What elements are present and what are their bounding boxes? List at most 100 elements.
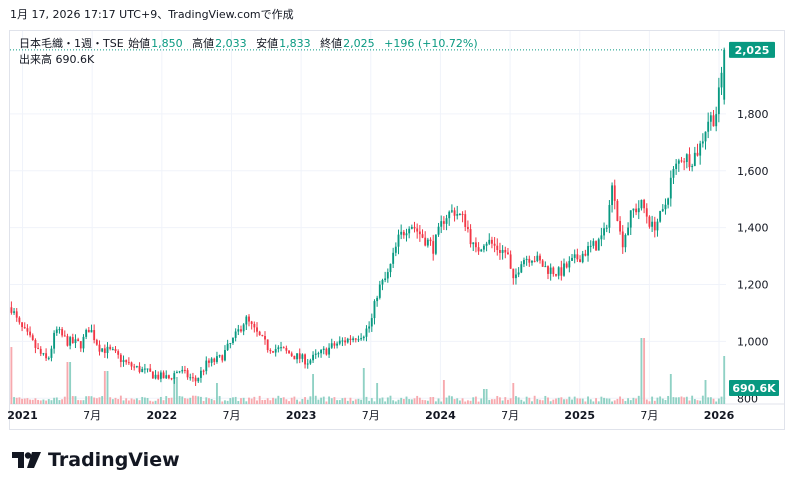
candle-body [79,341,82,349]
candle-body [87,329,90,333]
candle-body [362,336,365,339]
volume-bar [474,396,477,404]
volume-bar [384,401,387,404]
volume-bar [549,401,552,404]
candle-body [493,243,496,246]
volume-bar [485,389,488,404]
volume-bar [309,396,312,404]
candle-body [531,260,533,263]
volume-bar [138,400,141,404]
candle-body [637,208,640,213]
candle-body [250,321,253,324]
volume-bar [677,397,680,404]
candle-body [707,121,710,132]
candle-body [320,349,323,354]
x-tick-label: 2026 [704,409,735,422]
candle-body [151,371,154,379]
candle-body [421,234,424,238]
volume-bar [250,398,253,404]
volume-bar [125,398,128,404]
candle-body [189,377,192,379]
candle-body [523,259,525,265]
volume-bar [445,397,448,404]
candle-body [378,284,381,298]
candle-body [165,375,168,379]
candle-body [221,355,224,361]
candle-body [456,214,459,216]
volume-bar [269,400,272,404]
volume-bar [699,400,702,404]
candle-body [368,326,371,329]
candle-body [141,368,144,372]
volume-bar [386,397,389,404]
candle-body [226,343,229,351]
candle-body [704,131,707,142]
candle-body [426,239,429,246]
candle-body [269,350,272,352]
volume-bar [645,399,648,404]
candle-body [234,331,237,338]
volume-bar [472,397,475,404]
volume-badge-label: 690.6K [732,382,776,395]
candle-body [42,353,45,355]
candle-body [197,377,200,382]
volume-bar [197,396,200,404]
candle-body [55,329,58,333]
volume-bar [536,399,539,404]
candle-body [539,255,541,261]
candle-body [683,161,686,163]
volume-bar [191,395,194,404]
volume-bar [119,395,122,404]
volume-bar [146,397,149,404]
candle-body [608,205,611,228]
candle-body [437,226,440,235]
candle-body [605,227,608,229]
candle-body [162,372,165,379]
volume-bar [464,401,467,404]
candle-body [699,143,702,156]
volume-bar [568,396,571,404]
candle-body [381,280,384,285]
volume-bar [183,398,186,404]
candle-body [272,351,274,353]
volume-bar [114,397,117,404]
candle-body [213,358,216,362]
candle-body [461,213,464,215]
volume-bar [266,398,269,404]
candle-body [85,329,88,337]
candle-body [696,152,699,156]
candle-body [90,330,93,333]
volume-bar [608,398,611,404]
candle-body [200,370,202,378]
volume-bar [605,398,608,404]
volume-bar [381,397,384,404]
candle-body [317,353,320,355]
candle-body [13,311,15,313]
volume-bar [525,396,528,404]
candle-body [541,260,544,267]
volume-bar [23,398,26,404]
volume-bar [613,400,616,404]
candle-body [563,263,565,276]
tradingview-brand[interactable]: TradingView [12,449,180,471]
candle-body [354,338,357,340]
volume-bar [656,397,659,404]
candle-body [392,252,395,264]
chart-caption: 1月 17, 2026 17:17 UTC+9、TradingView.comで… [10,8,294,21]
volume-bar [648,401,651,404]
volume-bar [186,398,189,404]
candle-body [10,307,13,313]
volume-bar [717,398,720,404]
volume-bar [143,397,146,404]
candle-body [312,354,315,361]
x-tick-label: 7月 [640,409,658,422]
volume-bar [688,400,691,404]
volume-bar [541,400,544,404]
candle-body [669,177,672,199]
volume-bar [221,401,224,404]
candle-body [691,165,694,168]
candle-body [603,228,605,236]
candle-body [133,366,136,368]
candle-body [330,343,333,348]
